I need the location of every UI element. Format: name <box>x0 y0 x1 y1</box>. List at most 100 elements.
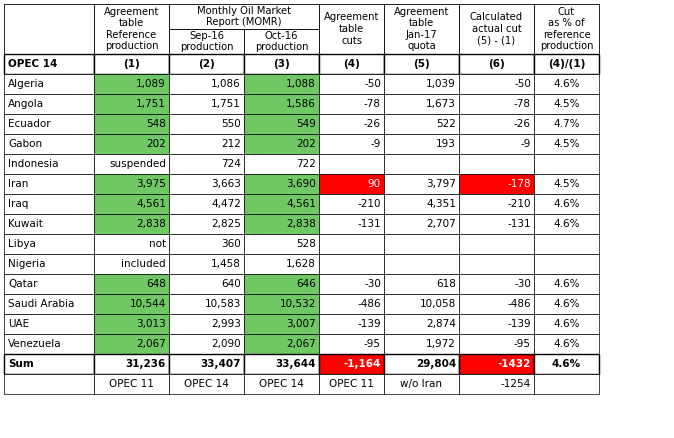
Bar <box>534 314 599 334</box>
Bar <box>459 114 534 134</box>
Text: (1): (1) <box>123 59 140 69</box>
Text: 4.6%: 4.6% <box>553 79 580 89</box>
Text: -486: -486 <box>508 299 531 309</box>
Bar <box>384 74 459 94</box>
Text: 1,039: 1,039 <box>426 79 456 89</box>
Bar <box>384 154 459 174</box>
Bar <box>94 214 169 234</box>
Text: 2,707: 2,707 <box>426 219 456 229</box>
Bar <box>319 54 384 74</box>
Bar <box>244 29 319 54</box>
Text: 212: 212 <box>221 139 241 149</box>
Text: (5): (5) <box>413 59 430 69</box>
Text: -1254: -1254 <box>501 379 531 389</box>
Bar <box>319 194 384 214</box>
Bar <box>319 254 384 274</box>
Bar <box>4 4 94 54</box>
Bar <box>534 214 599 234</box>
Text: 3,797: 3,797 <box>426 179 456 189</box>
Bar <box>244 54 319 74</box>
Text: 90: 90 <box>368 179 381 189</box>
Bar <box>384 4 459 54</box>
Bar <box>94 234 169 254</box>
Bar <box>94 374 169 394</box>
Bar <box>459 314 534 334</box>
Bar <box>169 114 244 134</box>
Bar <box>459 294 534 314</box>
Bar <box>169 154 244 174</box>
Text: -50: -50 <box>514 79 531 89</box>
Text: 360: 360 <box>221 239 241 249</box>
Bar <box>534 334 599 354</box>
Text: -1432: -1432 <box>497 359 531 369</box>
Bar <box>534 134 599 154</box>
Text: -78: -78 <box>514 99 531 109</box>
Text: 33,407: 33,407 <box>200 359 241 369</box>
Bar <box>319 374 384 394</box>
Text: -78: -78 <box>364 99 381 109</box>
Bar <box>94 254 169 274</box>
Bar <box>384 174 459 194</box>
Bar <box>4 354 94 374</box>
Bar <box>169 294 244 314</box>
Text: 4.6%: 4.6% <box>553 339 580 349</box>
Text: (4): (4) <box>343 59 360 69</box>
Text: 646: 646 <box>296 279 316 289</box>
Bar <box>534 114 599 134</box>
Bar <box>319 354 384 374</box>
Bar <box>4 94 94 114</box>
Text: 1,673: 1,673 <box>426 99 456 109</box>
Bar <box>4 334 94 354</box>
Text: included: included <box>121 259 166 269</box>
Bar <box>4 54 94 74</box>
Text: not: not <box>149 239 166 249</box>
Text: 2,838: 2,838 <box>136 219 166 229</box>
Text: -26: -26 <box>364 119 381 129</box>
Bar <box>319 94 384 114</box>
Bar <box>4 214 94 234</box>
Bar <box>384 194 459 214</box>
Bar <box>534 94 599 114</box>
Bar <box>384 114 459 134</box>
Text: 4.5%: 4.5% <box>553 99 580 109</box>
Text: 3,690: 3,690 <box>286 179 316 189</box>
Text: Algeria: Algeria <box>8 79 45 89</box>
Bar <box>459 54 534 74</box>
Bar <box>534 234 599 254</box>
Text: 618: 618 <box>436 279 456 289</box>
Bar <box>169 314 244 334</box>
Text: -1,164: -1,164 <box>344 359 381 369</box>
Text: 528: 528 <box>296 239 316 249</box>
Text: 10,532: 10,532 <box>280 299 316 309</box>
Bar <box>4 294 94 314</box>
Bar <box>4 234 94 254</box>
Bar <box>534 174 599 194</box>
Bar <box>4 74 94 94</box>
Bar <box>94 334 169 354</box>
Bar <box>94 54 169 74</box>
Bar <box>319 314 384 334</box>
Text: 2,993: 2,993 <box>211 319 241 329</box>
Bar <box>384 214 459 234</box>
Text: Monthly Oil Market
Report (MOMR): Monthly Oil Market Report (MOMR) <box>197 6 291 27</box>
Bar <box>169 334 244 354</box>
Bar <box>94 94 169 114</box>
Bar <box>244 254 319 274</box>
Text: Oct-16
production: Oct-16 production <box>255 31 308 52</box>
Bar <box>319 334 384 354</box>
Text: 10,583: 10,583 <box>205 299 241 309</box>
Bar <box>244 194 319 214</box>
Bar <box>244 94 319 114</box>
Text: (6): (6) <box>488 59 505 69</box>
Text: Iraq: Iraq <box>8 199 28 209</box>
Text: Calculated
actual cut
(5) - (1): Calculated actual cut (5) - (1) <box>470 12 523 46</box>
Bar <box>459 254 534 274</box>
Bar <box>534 154 599 174</box>
Text: 549: 549 <box>296 119 316 129</box>
Bar <box>534 74 599 94</box>
Text: Cut
as % of
reference
production: Cut as % of reference production <box>540 7 593 51</box>
Bar <box>4 254 94 274</box>
Text: 722: 722 <box>296 159 316 169</box>
Text: Gabon: Gabon <box>8 139 42 149</box>
Text: -95: -95 <box>514 339 531 349</box>
